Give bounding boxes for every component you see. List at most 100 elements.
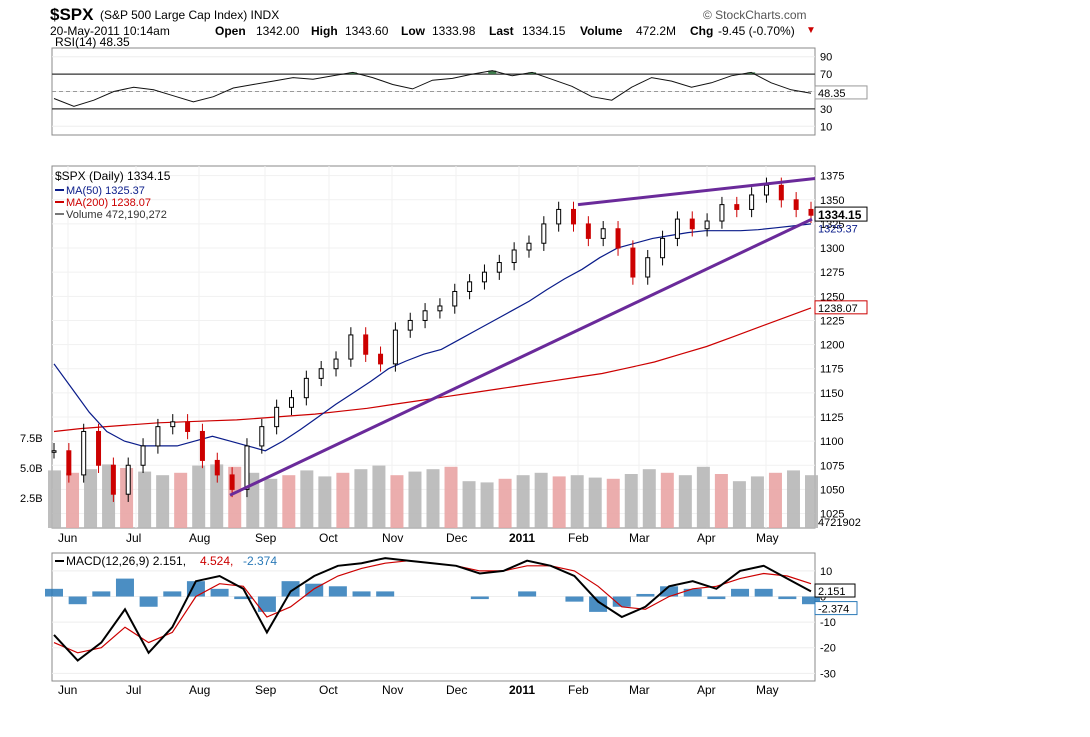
- ma200-last-label: 1238.07: [818, 303, 858, 315]
- price-candle-body: [155, 426, 161, 447]
- price-y-tick: 1250: [820, 291, 844, 303]
- macd-histogram-bar: [612, 596, 631, 607]
- price-candle-body: [778, 184, 784, 201]
- volume-bar: [156, 475, 170, 528]
- macd-x-tick: Jul: [126, 683, 141, 697]
- copyright: © StockCharts.com: [703, 8, 807, 22]
- price-candle-body: [571, 208, 577, 225]
- price-candle-body: [110, 464, 116, 495]
- macd-signal-line: [53, 560, 812, 654]
- price-candle-body: [793, 199, 799, 210]
- volume-bar: [192, 465, 206, 528]
- macd-histogram-bar: [186, 581, 205, 597]
- price-x-tick: Sep: [255, 531, 277, 545]
- volume-bar: [786, 470, 800, 528]
- price-candle-body: [259, 426, 265, 447]
- volume-bar: [805, 475, 818, 528]
- price-candle-body: [214, 459, 220, 476]
- hist-last-box: [814, 601, 858, 616]
- rsi-y-tick: 70: [820, 69, 832, 81]
- last-price-box: [814, 206, 868, 222]
- ma200-line: [53, 307, 812, 433]
- macd-histogram-bar: [210, 588, 229, 597]
- volume-y-tick: 5.0B: [20, 463, 43, 475]
- quote-date: 20-May-2011 10:14am: [50, 24, 170, 38]
- macd-last-box: [814, 583, 856, 598]
- price-y-tick: 1150: [820, 388, 844, 400]
- macd-histogram-bar: [754, 588, 773, 597]
- price-candle-body: [734, 204, 740, 210]
- rsi-overbought-fill: [528, 72, 537, 75]
- volume-bar: [570, 475, 584, 528]
- last-price-label: 1334.15: [818, 208, 862, 222]
- price-candle-body: [140, 445, 146, 466]
- price-y-tick: 1025: [820, 509, 844, 521]
- macd-line: [53, 557, 812, 662]
- price-candle-body: [274, 406, 280, 428]
- rsi-y-tick: 10: [820, 121, 832, 133]
- price-candle-body: [541, 223, 547, 244]
- macd-hist-value: -2.374: [243, 554, 277, 568]
- rsi-last-value: 48.35: [818, 88, 846, 100]
- volume-bar: [534, 472, 548, 528]
- index-name: (S&P 500 Large Cap Index) INDX: [100, 8, 280, 22]
- price-candle-body: [363, 334, 369, 355]
- macd-x-tick: Mar: [629, 683, 650, 697]
- price-candle-body: [333, 358, 339, 370]
- volume-bar: [444, 466, 458, 528]
- high-label: High: [311, 24, 338, 38]
- volume-value: 472.2M: [636, 24, 677, 38]
- volume-bar: [210, 464, 224, 528]
- macd-histogram-bar: [802, 596, 820, 605]
- chg-value: -9.45 (-0.70%): [718, 24, 795, 38]
- price-y-tick: 1325: [820, 219, 844, 231]
- volume-label: Volume: [580, 24, 623, 38]
- price-y-tick: 1225: [820, 315, 844, 327]
- price-x-tick: Jun: [58, 531, 77, 545]
- volume-bar: [66, 472, 80, 528]
- price-candle-body: [808, 208, 814, 216]
- price-title: $SPX (Daily) 1334.15: [55, 169, 171, 183]
- macd-x-tick: Apr: [697, 683, 716, 697]
- price-candle-body: [511, 249, 517, 264]
- volume-bar: [696, 466, 710, 528]
- macd-histogram-bar: [731, 588, 750, 597]
- price-candle-body: [763, 184, 769, 196]
- price-candle-body: [689, 218, 695, 230]
- macd-y-tick: -20: [820, 643, 836, 655]
- high-value: 1343.60: [345, 24, 389, 38]
- price-candle-body: [378, 353, 384, 365]
- price-candle-body: [318, 368, 324, 379]
- macd-histogram-bar: [234, 596, 253, 600]
- volume-bar: [408, 471, 422, 528]
- ma50-legend: MA(50) 1325.37: [66, 185, 145, 197]
- ma50-line: [53, 223, 812, 452]
- volume-bar: [750, 476, 764, 528]
- price-candle-body: [496, 262, 502, 273]
- macd-y-tick: -10: [820, 617, 836, 629]
- volume-bar: [174, 472, 188, 528]
- rsi-overbought-fill: [348, 72, 357, 75]
- rsi-y-tick: 90: [820, 52, 832, 64]
- price-x-tick: Oct: [319, 531, 338, 545]
- macd-last-label: 2.151: [818, 586, 846, 598]
- macd-x-tick: May: [756, 683, 779, 697]
- price-candle-body: [630, 247, 636, 278]
- macd-histogram-bar: [660, 586, 679, 597]
- price-candle-body: [185, 421, 191, 432]
- macd-histogram-bar: [518, 591, 537, 597]
- price-y-tick: 1200: [820, 340, 844, 352]
- price-y-tick: 1050: [820, 484, 844, 496]
- low-value: 1333.98: [432, 24, 476, 38]
- price-candle-body: [244, 445, 250, 490]
- open-value: 1342.00: [256, 24, 300, 38]
- volume-bar: [318, 476, 332, 528]
- macd-histogram-bar: [115, 578, 134, 597]
- ma200-last-box: [814, 300, 868, 315]
- price-candle-body: [229, 474, 235, 490]
- macd-x-tick: Aug: [189, 683, 210, 697]
- macd-x-tick: Feb: [568, 683, 589, 697]
- macd-x-tick: Nov: [382, 683, 403, 697]
- macd-histogram-bar: [45, 588, 63, 597]
